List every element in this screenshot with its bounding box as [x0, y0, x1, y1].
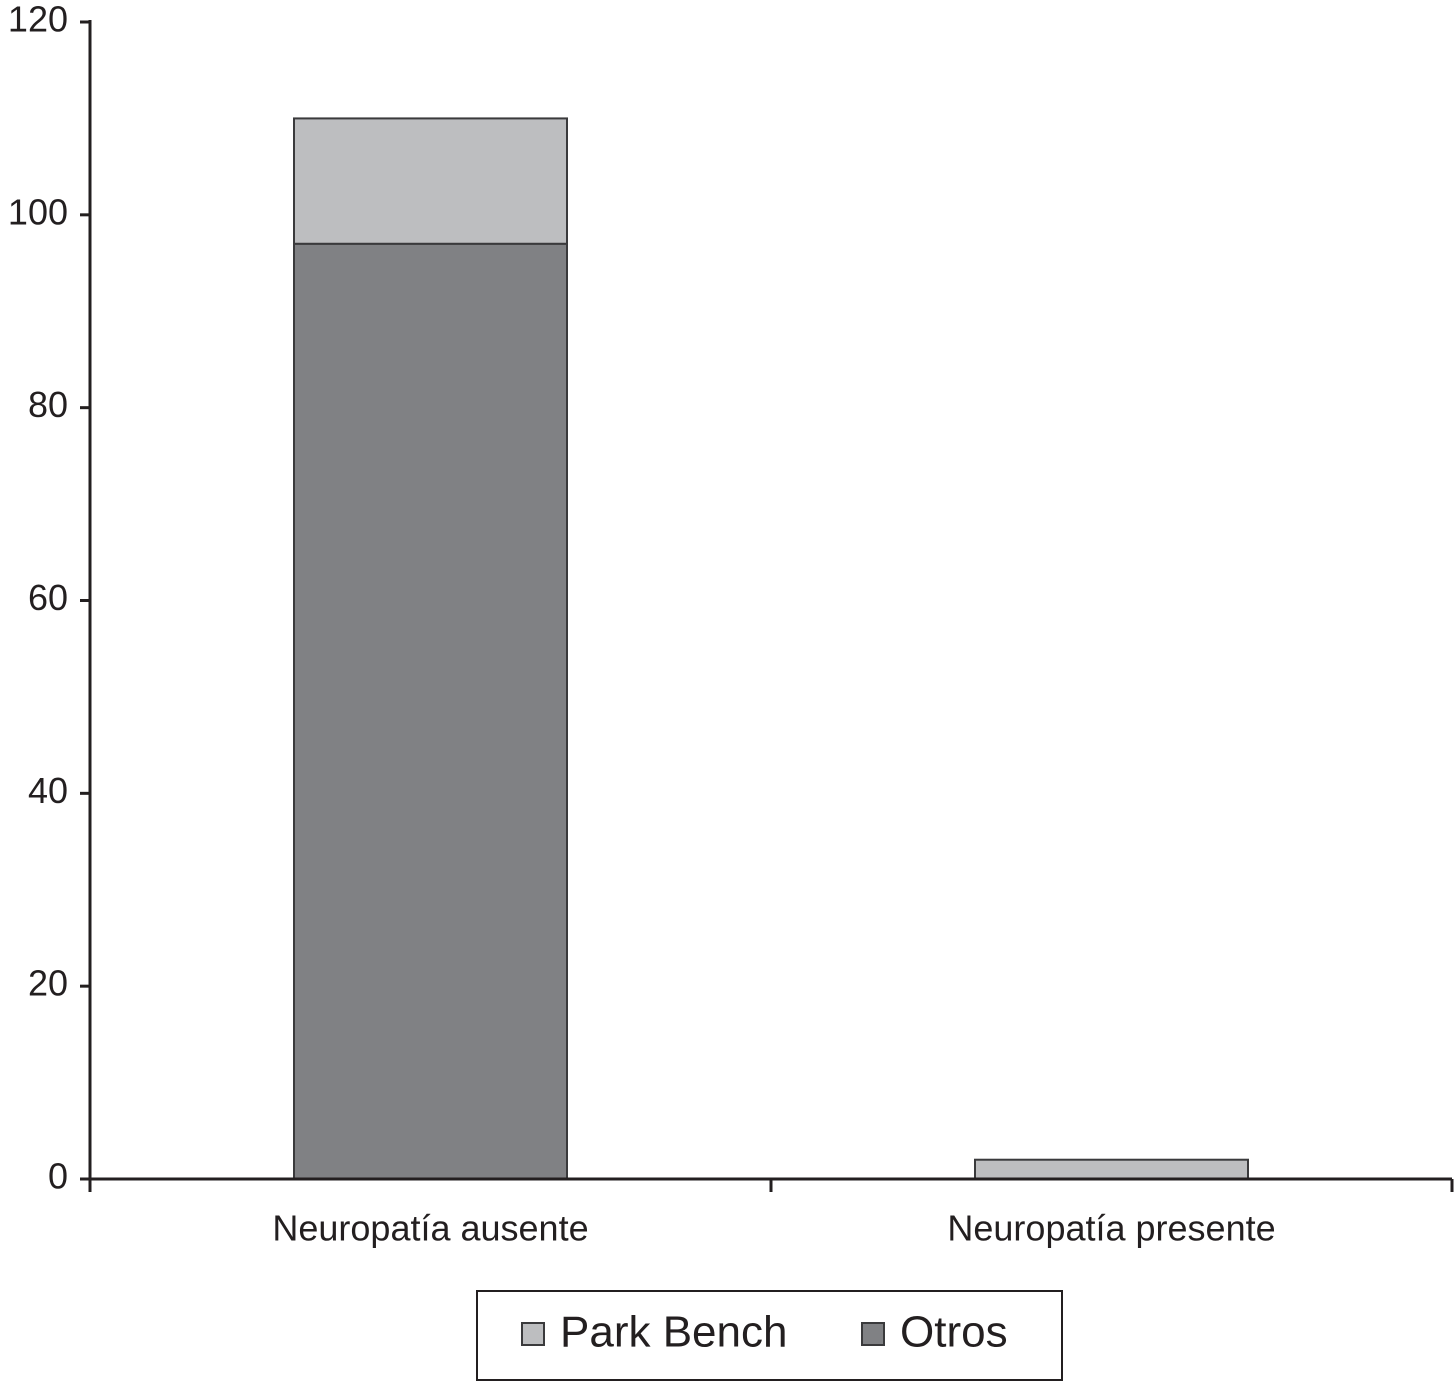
legend-label: Park Bench — [560, 1308, 787, 1357]
bar-segment — [974, 1158, 1249, 1181]
y-tick-label: 60 — [28, 577, 68, 618]
legend-swatch — [521, 1322, 545, 1346]
legend-swatch — [861, 1322, 885, 1346]
x-tick-label: Neuropatía presente — [947, 1208, 1275, 1249]
legend-label: Otros — [900, 1308, 1008, 1357]
y-tick-label: 120 — [8, 0, 68, 40]
bar-segment — [293, 117, 568, 245]
y-tick-label: 0 — [48, 1156, 68, 1197]
y-tick-label: 100 — [8, 191, 68, 232]
x-tick-label: Neuropatía ausente — [272, 1208, 588, 1249]
bar-segment — [293, 242, 568, 1180]
y-tick-label: 20 — [28, 963, 68, 1004]
y-tick-label: 80 — [28, 384, 68, 425]
legend-box — [476, 1290, 1063, 1381]
y-tick-label: 40 — [28, 770, 68, 811]
